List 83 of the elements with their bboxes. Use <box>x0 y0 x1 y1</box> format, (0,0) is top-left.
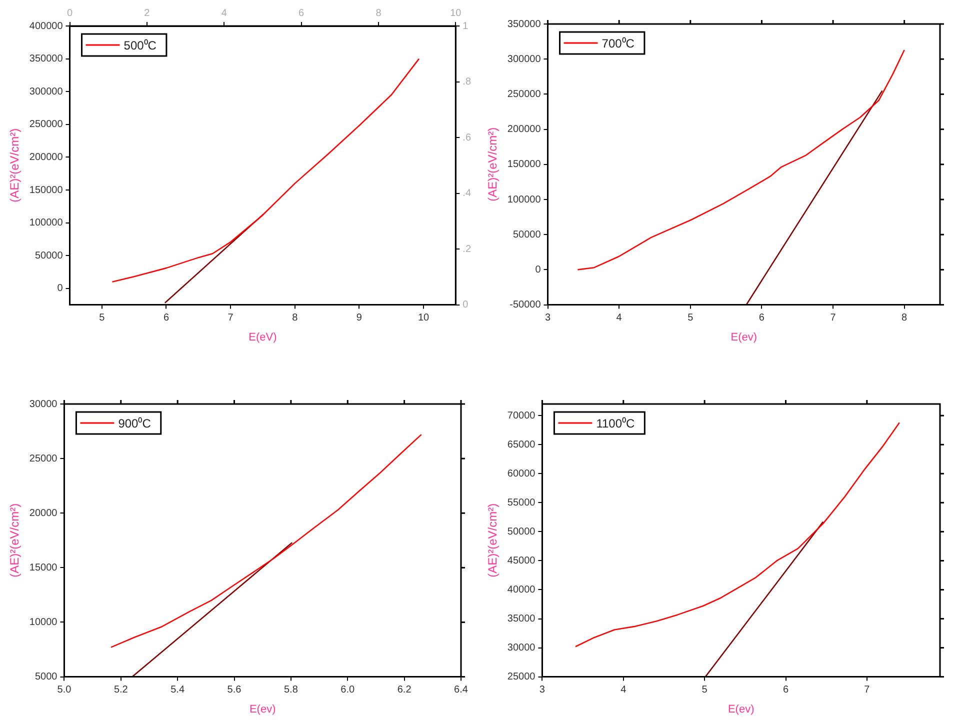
y-tick-label: 0 <box>57 283 64 294</box>
y-tick-label: 60000 <box>507 468 536 480</box>
x-tick-label: 7 <box>830 312 836 324</box>
y-tick-label: 50000 <box>34 250 64 262</box>
x-tick-label: 5.4 <box>170 684 185 696</box>
y-axis-title: (AE)²(eV/cm²) <box>486 503 500 578</box>
legend-label: 700⁰C <box>602 36 635 50</box>
y-tick-label: 50000 <box>512 229 542 240</box>
y-tick-label: 55000 <box>507 497 536 508</box>
y2-tick-label: .8 <box>462 76 472 88</box>
y-tick-label: 35000 <box>507 614 536 625</box>
x2-tick-label: 4 <box>221 8 228 19</box>
x-tick-label: 5.2 <box>114 684 128 696</box>
x-axis-title: E(ev) <box>249 703 276 716</box>
x-tick-label: 9 <box>356 312 362 324</box>
x-axis-title: E(ev) <box>728 703 754 716</box>
x-tick-label: 6.2 <box>397 684 412 696</box>
y-tick-label: 70000 <box>507 410 536 422</box>
x2-tick-label: 2 <box>144 8 150 19</box>
legend-label: 900⁰C <box>118 416 152 430</box>
x-tick-label: 8 <box>292 312 298 324</box>
x-tick-label: 5.6 <box>227 684 242 696</box>
legend-label: 500⁰C <box>124 38 157 52</box>
y-tick-label: 30000 <box>29 398 58 410</box>
x-tick-label: 6 <box>758 312 765 324</box>
x-tick-label: 3 <box>539 684 546 696</box>
y2-tick-label: 0 <box>462 300 469 311</box>
x-tick-label: 6.0 <box>340 684 356 696</box>
y-tick-label: 400000 <box>29 20 64 32</box>
y-tick-label: 350000 <box>507 18 542 30</box>
x-axis-title: E(ev) <box>730 331 758 344</box>
y-tick-label: 25000 <box>507 672 536 683</box>
x-tick-label: 6.4 <box>454 684 468 696</box>
y2-tick-label: .2 <box>462 244 472 255</box>
x-tick-label: 5.0 <box>57 684 72 696</box>
y-tick-label: 45000 <box>507 555 536 566</box>
x2-tick-label: 8 <box>376 8 382 19</box>
x-tick-label: 6 <box>163 312 170 324</box>
x-axis-title: E(eV) <box>248 331 277 344</box>
y2-tick-label: .4 <box>462 188 472 200</box>
x-tick-label: 6 <box>782 684 789 696</box>
y-tick-label: 150000 <box>29 184 64 196</box>
legend-label: 1100⁰C <box>596 416 636 430</box>
x2-tick-label: 6 <box>298 8 305 19</box>
x-tick-label: 7 <box>228 312 234 324</box>
y-tick-label: 150000 <box>507 159 542 170</box>
x-tick-label: 3 <box>544 312 551 324</box>
x-tick-label: 10 <box>418 312 430 324</box>
y-axis-title: (AE)²(eV/cm²) <box>8 503 22 578</box>
x2-tick-label: 10 <box>450 8 462 19</box>
y-axis-title: (AE)²(eV/cm²) <box>8 128 22 202</box>
y-tick-label: -50000 <box>510 300 542 311</box>
y2-tick-label: .6 <box>462 132 472 144</box>
y-tick-label: 350000 <box>29 54 64 65</box>
y-tick-label: 100000 <box>507 194 542 206</box>
y-tick-label: 250000 <box>507 88 542 100</box>
y-tick-label: 40000 <box>507 584 536 596</box>
y-tick-label: 5000 <box>34 672 58 683</box>
y-tick-label: 20000 <box>29 508 58 519</box>
y-tick-label: 30000 <box>507 642 536 654</box>
y-tick-label: 25000 <box>29 453 58 464</box>
x-tick-label: 4 <box>616 312 622 324</box>
y-tick-label: 200000 <box>29 152 64 163</box>
y-tick-label: 300000 <box>29 86 64 98</box>
x-tick-label: 4 <box>620 684 627 696</box>
y-tick-label: 300000 <box>507 54 542 65</box>
y-tick-label: 65000 <box>507 439 536 450</box>
y-tick-label: 250000 <box>29 119 64 130</box>
x-tick-label: 8 <box>902 312 908 324</box>
y-tick-label: 0 <box>535 264 542 276</box>
x-tick-label: 7 <box>864 684 870 696</box>
y-tick-label: 50000 <box>507 526 536 538</box>
x-tick-label: 5 <box>702 684 708 696</box>
y-tick-label: 15000 <box>29 562 58 574</box>
x2-tick-label: 0 <box>66 8 73 19</box>
x-tick-label: 5 <box>99 312 106 324</box>
y-tick-label: 10000 <box>29 616 58 628</box>
x-tick-label: 5 <box>688 312 694 324</box>
y-tick-label: 200000 <box>507 124 542 136</box>
y-axis-title: (AE)²(eV/cm²) <box>486 127 500 202</box>
y-tick-label: 100000 <box>29 218 64 229</box>
y2-tick-label: 1 <box>462 20 469 32</box>
x-tick-label: 5.8 <box>284 684 298 696</box>
